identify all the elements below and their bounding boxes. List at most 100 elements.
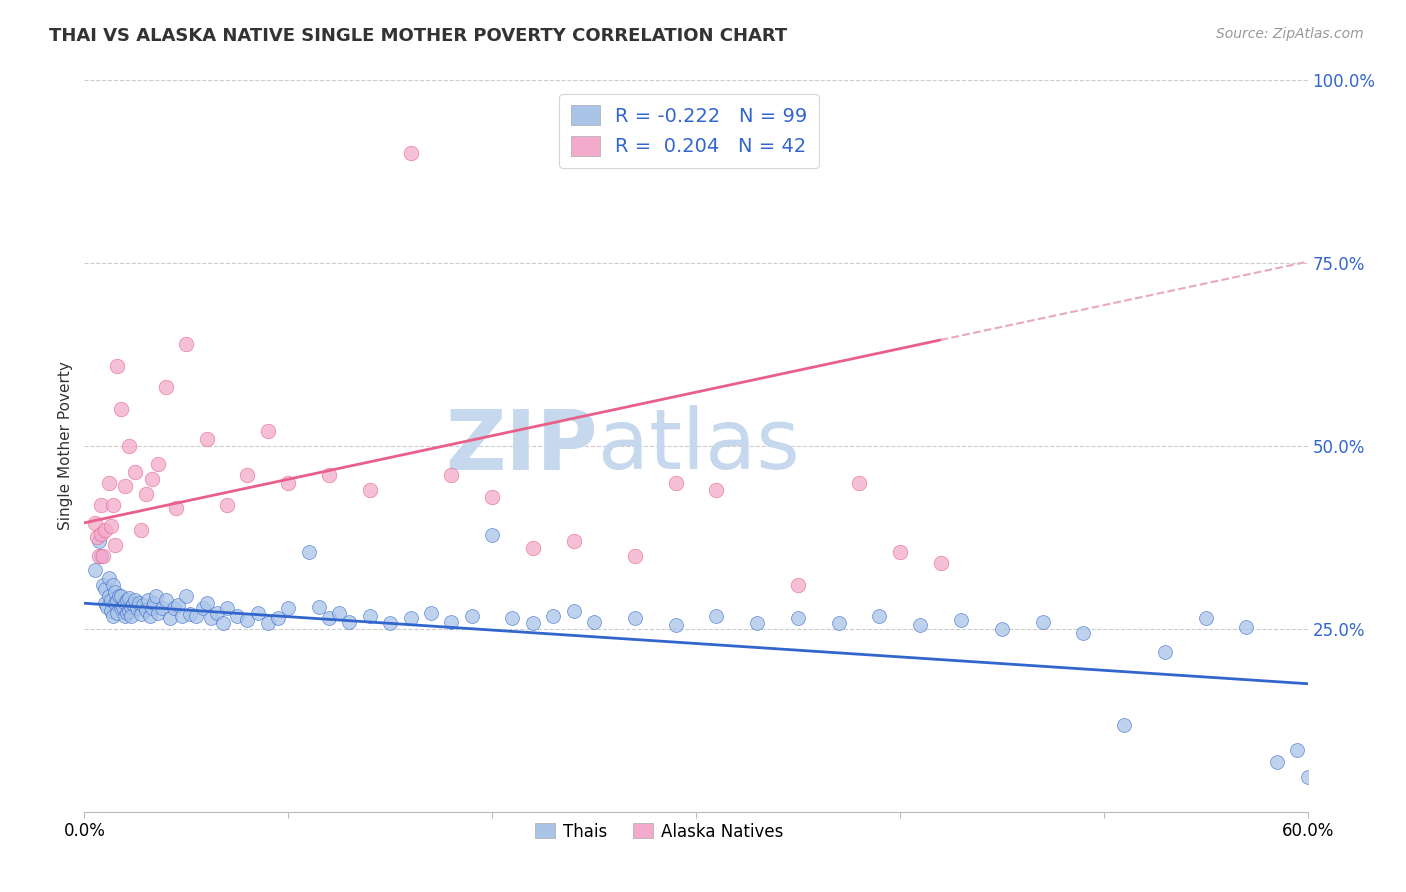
Point [848,475,870,490]
Point [86,530,108,544]
Point [706,483,728,497]
Point [257,615,280,630]
Point [135,486,157,500]
Point [1236,620,1258,634]
Point [706,608,728,623]
Point [128,596,150,610]
Point [104,596,127,610]
Point [90,549,112,563]
Point [135,603,157,617]
Point [1114,718,1136,732]
Point [110,601,132,615]
Point [142,596,165,610]
Point [115,592,138,607]
Point [122,597,145,611]
Point [277,601,299,615]
Point [929,556,952,570]
Text: Source: ZipAtlas.com: Source: ZipAtlas.com [1216,27,1364,41]
Point [83,563,105,577]
Point [174,589,197,603]
Point [118,439,141,453]
Point [167,599,190,613]
Point [257,425,280,439]
Point [195,432,218,446]
Point [90,526,112,541]
Point [155,380,177,394]
Point [665,618,688,632]
Point [1195,611,1218,625]
Point [298,545,321,559]
Point [114,608,136,623]
Point [869,608,891,623]
Point [359,608,381,623]
Point [91,549,114,563]
Point [101,608,124,623]
Point [100,519,122,533]
Point [146,606,169,620]
Point [665,475,688,490]
Point [97,589,120,603]
Point [172,608,194,623]
Point [1265,755,1288,769]
Point [205,606,228,620]
Point [191,601,214,615]
Point [104,538,127,552]
Point [246,606,269,620]
Point [212,615,235,630]
Point [132,599,155,613]
Point [138,608,160,623]
Point [120,608,142,623]
Point [217,498,239,512]
Text: THAI VS ALASKA NATIVE SINGLE MOTHER POVERTY CORRELATION CHART: THAI VS ALASKA NATIVE SINGLE MOTHER POVE… [49,27,787,45]
Point [522,615,544,630]
Text: atlas: atlas [598,406,800,486]
Point [131,607,153,622]
Point [141,472,163,486]
Point [195,596,218,610]
Point [101,498,124,512]
Point [308,599,330,614]
Point [267,611,290,625]
Point [420,606,443,620]
Point [114,479,136,493]
Point [889,545,911,559]
Point [399,146,422,161]
Point [318,468,340,483]
Point [105,606,128,620]
Point [110,402,132,417]
Point [93,596,115,610]
Point [104,585,127,599]
Point [1073,625,1095,640]
Point [131,523,153,537]
Point [200,611,222,625]
Point [624,549,647,563]
Point [136,592,159,607]
Point [110,589,132,603]
Point [93,582,115,596]
Point [217,601,239,615]
Point [105,594,128,608]
Point [97,475,120,490]
Legend: Thais, Alaska Natives: Thais, Alaska Natives [529,816,790,847]
Point [93,523,115,537]
Point [146,457,169,471]
Point [828,615,851,630]
Text: ZIP: ZIP [446,406,598,486]
Point [910,618,932,632]
Point [179,607,201,622]
Point [127,601,149,615]
Point [120,599,142,614]
Point [339,615,361,629]
Point [991,622,1014,636]
Point [1032,615,1054,629]
Point [318,611,340,625]
Point [399,611,422,625]
Point [624,611,647,625]
Point [124,465,146,479]
Point [481,490,503,504]
Point [118,591,141,606]
Point [90,498,112,512]
Point [124,592,146,607]
Point [543,608,565,623]
Point [1286,742,1309,756]
